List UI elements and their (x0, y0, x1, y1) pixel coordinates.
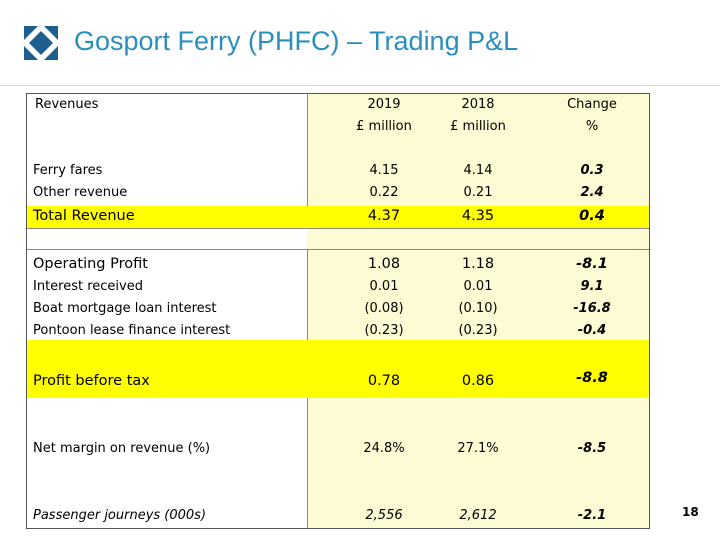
cell-change: -2.1 (577, 508, 607, 523)
col-2018-unit: £ million (450, 119, 506, 134)
cell-2018: 0.86 (461, 373, 495, 389)
cell-change: 0.4 (579, 208, 605, 224)
cell-2018: 1.18 (461, 256, 495, 272)
col-sep (307, 94, 308, 206)
cell-2019: (0.08) (364, 301, 404, 316)
row-label: Boat mortgage loan interest (33, 301, 217, 316)
cell-change: -8.1 (576, 256, 608, 272)
pnl-table: Revenues 2019 £ million 2018 £ million C… (26, 93, 650, 529)
cell-2019: 0.78 (367, 373, 401, 389)
cell-2018: 4.35 (461, 208, 495, 224)
cell-2019: 24.8% (363, 441, 405, 456)
cell-change: -8.8 (576, 370, 608, 386)
col-sep (307, 250, 308, 340)
row-label: Pontoon lease finance interest (33, 323, 231, 338)
cell-2018: (0.23) (458, 323, 498, 338)
row-label: Profit before tax (33, 373, 150, 389)
cell-2018: 0.01 (463, 279, 493, 294)
row-label: Passenger journeys (000s) (33, 508, 207, 523)
cell-2019: 4.15 (369, 163, 399, 178)
cell-2018: 0.21 (463, 185, 493, 200)
col-change-label: Change (567, 97, 617, 112)
cell-2019: 0.22 (369, 185, 399, 200)
cell-2018: (0.10) (458, 301, 498, 316)
row-label: Ferry fares (33, 163, 103, 178)
row-label: Net margin on revenue (%) (33, 441, 211, 456)
section-label: Revenues (35, 97, 99, 112)
cell-2018: 4.14 (463, 163, 493, 178)
cell-2018: 2,612 (459, 508, 497, 523)
cell-change: 9.1 (580, 279, 604, 294)
logo-icon (24, 26, 58, 60)
cell-change: -16.8 (573, 301, 611, 316)
page-title: Gosport Ferry (PHFC) – Trading P&L (74, 26, 519, 56)
row-label: Total Revenue (33, 208, 135, 224)
cell-2019: 1.08 (367, 256, 401, 272)
cell-change: 2.4 (580, 185, 604, 200)
col-sep (307, 398, 308, 528)
cell-2019: 4.37 (367, 208, 401, 224)
page-number: 18 (682, 505, 699, 519)
spacer-row (27, 228, 649, 250)
cell-2019: 0.01 (369, 279, 399, 294)
row-label: Interest received (33, 279, 143, 294)
col-change-unit: % (585, 119, 599, 134)
cell-change: -8.5 (577, 441, 607, 456)
values-background (307, 94, 649, 528)
profit-before-tax-highlight (27, 340, 649, 398)
cell-change: 0.3 (580, 163, 604, 178)
col-2018-year: 2018 (461, 97, 495, 112)
col-2019-year: 2019 (367, 97, 401, 112)
cell-2018: 27.1% (457, 441, 499, 456)
cell-2019: 2,556 (365, 508, 403, 523)
row-label: Other revenue (33, 185, 128, 200)
row-label: Operating Profit (33, 256, 148, 272)
cell-2019: (0.23) (364, 323, 404, 338)
header-divider (0, 85, 720, 86)
cell-change: -0.4 (577, 323, 607, 338)
col-2019-unit: £ million (356, 119, 412, 134)
total-revenue-highlight (27, 206, 649, 228)
